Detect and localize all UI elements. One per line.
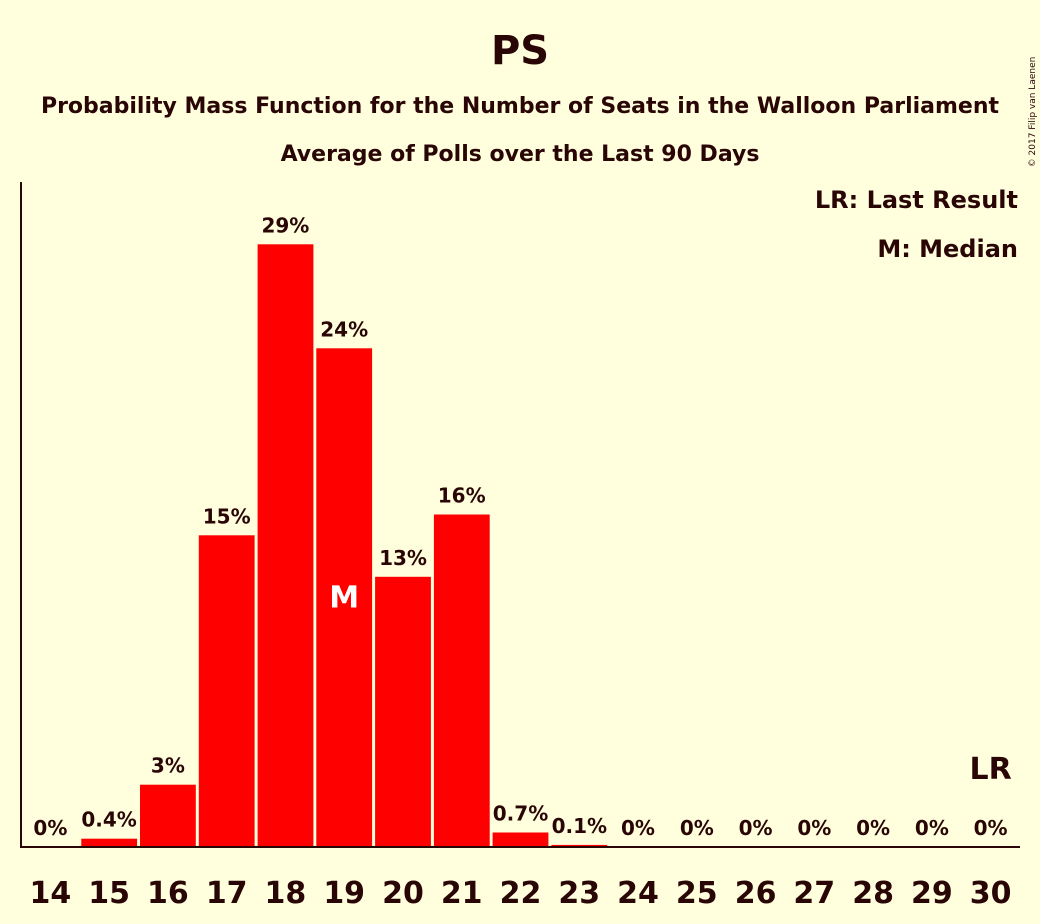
bar-label-29: 0% (915, 816, 949, 840)
bar-label-27: 0% (797, 816, 831, 840)
bar-18 (257, 244, 314, 848)
bar-label-25: 0% (680, 816, 714, 840)
chart-title: PS (491, 28, 549, 74)
legend-median: M: Median (877, 235, 1018, 263)
bar-label-24: 0% (621, 816, 655, 840)
bar-21 (433, 514, 490, 847)
bar-label-22: 0.7% (493, 802, 548, 826)
bar-label-18: 29% (261, 213, 309, 237)
x-tick-25: 25 (676, 876, 718, 911)
x-tick-21: 21 (441, 876, 483, 911)
x-tick-26: 26 (735, 876, 777, 911)
bar-16 (140, 784, 196, 847)
bar-20 (375, 576, 431, 847)
x-tick-16: 16 (147, 876, 189, 911)
chart-subtitle-2: Average of Polls over the Last 90 Days (281, 142, 760, 167)
x-tick-19: 19 (323, 876, 365, 911)
bar-15 (81, 838, 138, 847)
bar-label-28: 0% (856, 816, 890, 840)
legend-last-result: LR: Last Result (815, 186, 1018, 214)
x-tick-23: 23 (558, 876, 600, 911)
bar-label-21: 16% (438, 484, 486, 508)
bar-17 (198, 535, 255, 847)
last-result-marker: LR (969, 752, 1011, 787)
bar-label-23: 0.1% (552, 814, 607, 838)
x-tick-14: 14 (30, 876, 72, 911)
bar-19 (316, 348, 373, 848)
x-tick-30: 30 (970, 876, 1012, 911)
bar-22 (492, 832, 549, 847)
x-tick-15: 15 (88, 876, 130, 911)
bar-label-15: 0.4% (81, 808, 136, 832)
bars-group (81, 244, 608, 848)
x-ticks-group: 14 15 16 17 18 19 20 21 22 23 24 25 26 27 28 29 30 (30, 876, 1012, 911)
bar-label-20: 13% (379, 546, 427, 570)
bar-label-17: 15% (203, 504, 251, 528)
x-tick-20: 20 (382, 876, 424, 911)
x-tick-29: 29 (911, 876, 953, 911)
x-tick-24: 24 (617, 876, 659, 911)
bar-label-16: 3% (151, 754, 185, 778)
x-tick-27: 27 (793, 876, 835, 911)
bar-23 (551, 844, 608, 847)
x-tick-28: 28 (852, 876, 894, 911)
x-tick-18: 18 (265, 876, 307, 911)
bar-label-14: 0% (33, 816, 67, 840)
x-tick-22: 22 (500, 876, 542, 911)
median-marker: M (329, 581, 359, 616)
copyright-notice: © 2017 Filip van Laenen (1028, 57, 1038, 168)
chart-subtitle: Probability Mass Function for the Number… (41, 94, 1000, 119)
bar-label-26: 0% (739, 816, 773, 840)
x-tick-17: 17 (206, 876, 248, 911)
bar-label-19: 24% (320, 317, 368, 341)
bar-labels-group: 0% 0.4% 3% 15% 29% 24% M 13% 16% 0.7%0.1% 0% 0% 0% 0%… (33, 213, 1011, 840)
bar-label-30: 0% (974, 816, 1008, 840)
